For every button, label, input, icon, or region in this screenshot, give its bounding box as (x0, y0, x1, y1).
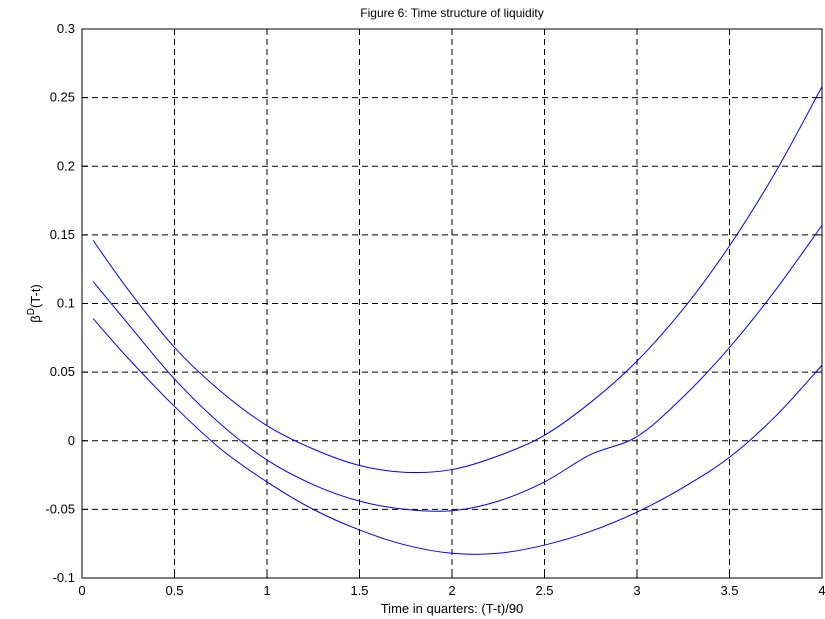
y-tick-label: 0.15 (50, 227, 75, 242)
x-tick-label: 0 (78, 583, 85, 598)
x-tick-labels: 0 0.5 1 1.5 2 2.5 3 3.5 4 (78, 583, 825, 598)
x-tick-label: 2.5 (535, 583, 553, 598)
y-tick-label: -0.1 (53, 570, 75, 585)
y-axis-label-superscript: D (26, 308, 37, 315)
tick-marks (81, 28, 823, 579)
y-tick-label: 0.2 (57, 158, 75, 173)
grid-lines (82, 29, 822, 578)
y-axis-label-suffix: (T-t) (28, 284, 43, 308)
series-line-2 (92, 224, 823, 512)
x-axis-label: Time in quarters: (T-t)/90 (381, 601, 524, 616)
y-tick-label: -0.05 (45, 501, 75, 516)
chart-title: Figure 6: Time structure of liquidity (360, 6, 543, 20)
y-axis-label: βD(T-t) (26, 284, 43, 323)
y-axis-label-base: β (28, 315, 43, 322)
y-tick-label: 0.25 (50, 90, 75, 105)
x-tick-label: 3 (633, 583, 640, 598)
y-tick-label: 0.3 (57, 21, 75, 36)
y-tick-label: 0.1 (57, 296, 75, 311)
x-tick-label: 4 (818, 583, 825, 598)
x-tick-label: 3.5 (720, 583, 738, 598)
y-tick-label: 0 (68, 433, 75, 448)
x-tick-label: 0.5 (165, 583, 183, 598)
series-line-3 (92, 318, 823, 555)
x-tick-label: 1 (263, 583, 270, 598)
y-tick-label: 0.05 (50, 364, 75, 379)
y-tick-labels: -0.1 -0.05 0 0.05 0.1 0.15 0.2 0.25 0.3 (45, 21, 75, 585)
x-tick-label: 1.5 (350, 583, 368, 598)
series-line-1 (92, 86, 823, 474)
series-group (92, 86, 823, 555)
x-tick-label: 2 (448, 583, 455, 598)
